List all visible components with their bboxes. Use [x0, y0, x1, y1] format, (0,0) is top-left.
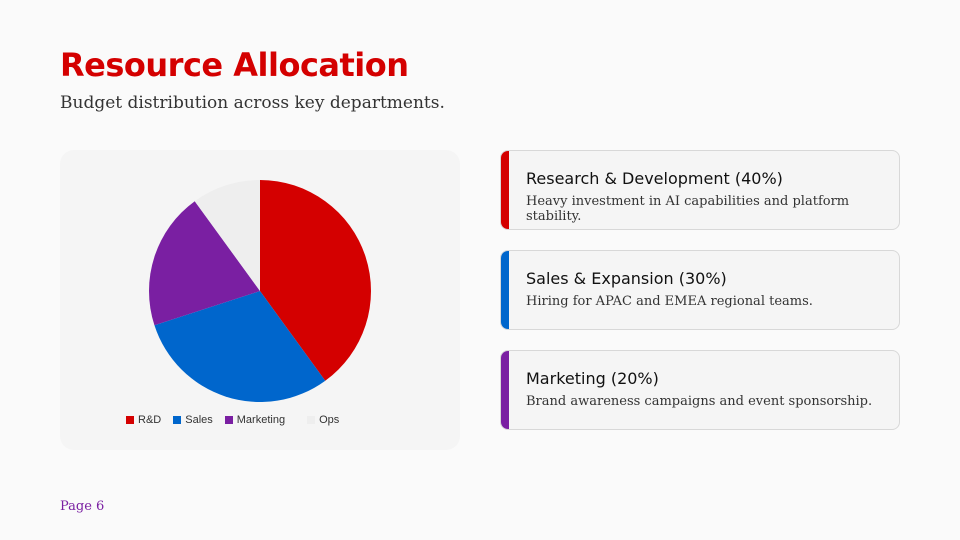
legend-item: R&D	[126, 414, 161, 426]
card-title: Research & Development (40%)	[526, 169, 783, 188]
chart-legend: R&D Sales Marketing Ops	[126, 414, 343, 426]
pie-slice-ops	[194, 180, 260, 291]
card-accent	[501, 351, 509, 429]
legend-swatch	[307, 416, 316, 424]
legend-item: Ops	[307, 414, 339, 426]
legend-label: Marketing	[236, 414, 286, 426]
page-number: Page 6	[60, 499, 105, 514]
pie-slice-sales	[154, 291, 326, 402]
legend-swatch	[173, 416, 182, 424]
card-desc: Hiring for APAC and EMEA regional teams.	[526, 294, 813, 309]
pie-slice-marketing	[149, 201, 260, 326]
legend-swatch	[126, 416, 134, 424]
card-title: Marketing (20%)	[526, 369, 659, 388]
pie-chart	[149, 180, 372, 402]
card-accent	[501, 151, 509, 229]
card-desc: Heavy investment in AI capabilities and …	[526, 194, 850, 224]
legend-swatch	[224, 416, 233, 424]
legend-label: R&D	[138, 414, 162, 426]
card-marketing: Marketing (20%) Brand awareness campaign…	[500, 350, 900, 430]
card-sales: Sales & Expansion (30%) Hiring for APAC …	[500, 250, 900, 330]
legend-item: Marketing	[224, 414, 286, 426]
card-research: Research & Development (40%) Heavy inves…	[500, 150, 900, 230]
page-subtitle: Budget distribution across key departmen…	[60, 93, 445, 113]
legend-item: Sales	[173, 414, 213, 426]
legend-label: Ops	[319, 414, 340, 426]
chart-panel: R&D Sales Marketing Ops	[60, 150, 460, 450]
page-title: Resource Allocation	[60, 46, 409, 84]
card-title: Sales & Expansion (30%)	[526, 269, 727, 288]
card-desc: Brand awareness campaigns and event spon…	[526, 394, 873, 409]
pie-slice-rd	[260, 180, 372, 381]
card-accent	[501, 251, 509, 329]
legend-label: Sales	[185, 414, 213, 426]
